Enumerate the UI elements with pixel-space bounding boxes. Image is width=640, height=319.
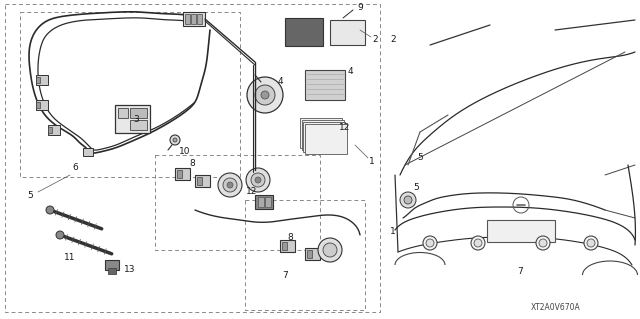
Circle shape <box>539 239 547 247</box>
Bar <box>307 250 312 258</box>
Bar <box>105 260 119 270</box>
Text: XT2A0V670A: XT2A0V670A <box>531 303 581 313</box>
Circle shape <box>247 77 283 113</box>
Bar <box>108 268 116 274</box>
Circle shape <box>173 138 177 142</box>
Circle shape <box>587 239 595 247</box>
Bar <box>177 170 182 178</box>
Circle shape <box>255 177 261 183</box>
Bar <box>255 195 273 209</box>
Bar <box>83 148 93 156</box>
Text: 4: 4 <box>347 68 353 77</box>
Bar <box>185 14 190 24</box>
Bar <box>36 100 48 110</box>
Bar <box>48 125 60 135</box>
Bar <box>36 75 48 85</box>
Text: 12: 12 <box>339 123 351 132</box>
Text: 10: 10 <box>179 147 191 157</box>
Circle shape <box>255 85 275 105</box>
Bar <box>265 197 271 207</box>
Text: 7: 7 <box>282 271 288 279</box>
Bar <box>245 200 365 310</box>
Bar <box>5 4 380 312</box>
Bar <box>285 18 323 46</box>
Circle shape <box>261 91 269 99</box>
Circle shape <box>251 173 265 187</box>
Circle shape <box>56 231 64 239</box>
Text: 9: 9 <box>357 4 363 12</box>
Text: 1: 1 <box>369 158 375 167</box>
Text: 5: 5 <box>417 153 423 162</box>
Bar <box>330 20 365 45</box>
Circle shape <box>246 168 270 192</box>
Bar <box>197 177 202 185</box>
Circle shape <box>227 182 233 188</box>
Circle shape <box>218 173 242 197</box>
Bar <box>280 240 295 252</box>
Bar <box>36 102 40 108</box>
Bar <box>191 14 196 24</box>
Circle shape <box>471 236 485 250</box>
Bar <box>118 108 128 118</box>
Text: 2: 2 <box>372 35 378 44</box>
Circle shape <box>536 236 550 250</box>
Bar <box>303 122 345 152</box>
Text: 13: 13 <box>124 265 136 275</box>
Circle shape <box>404 196 412 204</box>
Text: 6: 6 <box>72 164 78 173</box>
Bar <box>305 124 346 154</box>
Bar <box>300 118 342 148</box>
Bar <box>305 248 320 260</box>
Bar <box>175 168 190 180</box>
Bar <box>195 175 210 187</box>
Bar <box>301 120 344 150</box>
Text: 5: 5 <box>27 190 33 199</box>
Text: 8: 8 <box>287 234 293 242</box>
Bar <box>305 70 345 100</box>
Circle shape <box>323 243 337 257</box>
Text: 8: 8 <box>189 159 195 167</box>
Text: 12: 12 <box>246 188 258 197</box>
Bar <box>155 155 320 250</box>
Bar <box>282 242 287 250</box>
Circle shape <box>426 239 434 247</box>
Text: 7: 7 <box>517 268 523 277</box>
Bar <box>36 77 40 83</box>
Bar <box>258 197 264 207</box>
Text: 3: 3 <box>133 115 139 124</box>
Bar <box>130 108 147 118</box>
Circle shape <box>400 192 416 208</box>
Text: 1: 1 <box>390 227 396 236</box>
Circle shape <box>170 135 180 145</box>
Circle shape <box>318 238 342 262</box>
Circle shape <box>46 206 54 214</box>
Bar <box>115 105 150 133</box>
Text: 11: 11 <box>64 254 76 263</box>
Circle shape <box>474 239 482 247</box>
Text: 4: 4 <box>277 78 283 86</box>
Bar <box>487 220 555 242</box>
Bar <box>183 12 205 26</box>
Circle shape <box>223 178 237 192</box>
Text: 2: 2 <box>390 35 396 44</box>
Text: 5: 5 <box>413 183 419 192</box>
Circle shape <box>423 236 437 250</box>
Bar <box>197 14 202 24</box>
Bar <box>20 12 240 177</box>
Circle shape <box>584 236 598 250</box>
Bar <box>130 120 147 130</box>
Bar <box>48 127 52 133</box>
